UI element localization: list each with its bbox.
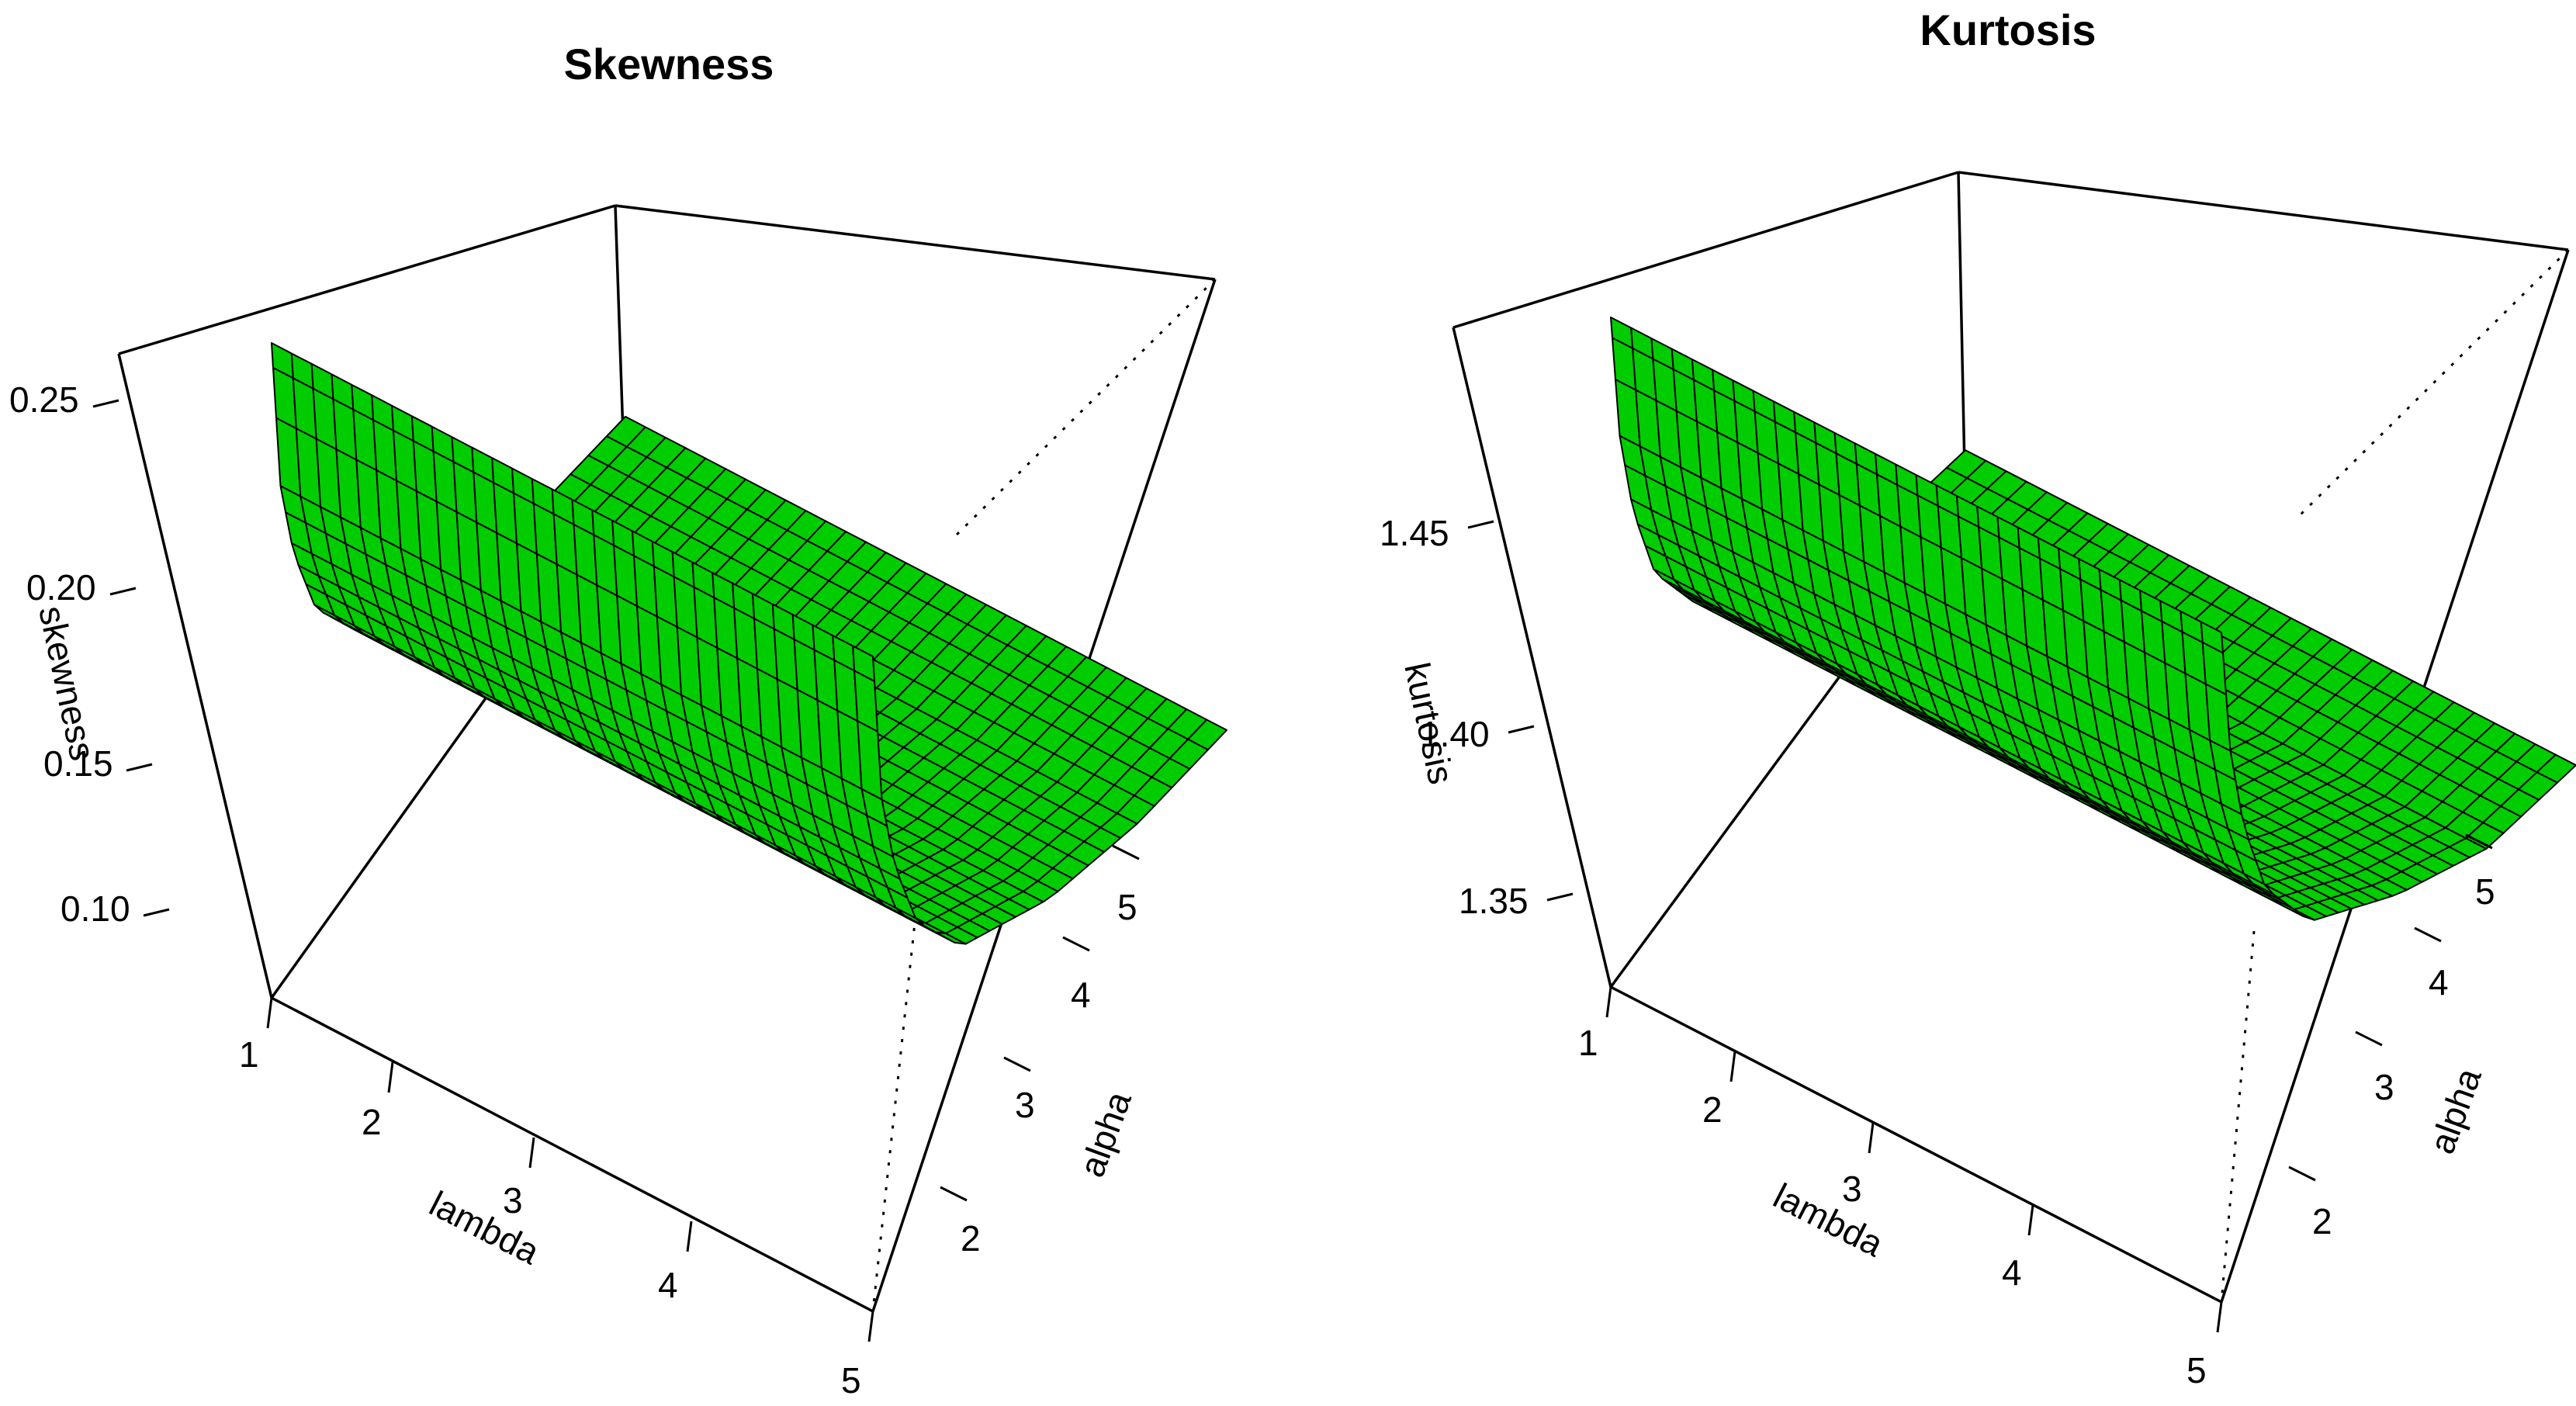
kurtosis-y-axis xyxy=(2288,833,2493,1182)
kurtosis-z-tick: 1.40 xyxy=(1420,714,1490,754)
kurtosis-surface xyxy=(1610,317,2576,921)
skewness-z-label: skewness xyxy=(31,602,103,764)
kurtosis-x-tick: 4 xyxy=(2002,1252,2022,1293)
skewness-hidden-edges xyxy=(871,278,1217,1312)
skewness-z-axis xyxy=(92,399,170,917)
kurtosis-x-label: lambda xyxy=(1767,1176,1889,1265)
kurtosis-y-tick: 5 xyxy=(2475,871,2495,912)
skewness-x-tick: 3 xyxy=(503,1180,523,1221)
kurtosis-panel: Kurtosis 1.45 1.40 1.35 kurtosis xyxy=(1380,5,2576,1390)
kurtosis-z-tick: 1.45 xyxy=(1380,513,1449,553)
surface-facet xyxy=(857,720,883,801)
skewness-x-tick: 1 xyxy=(239,1034,259,1075)
skewness-y-tick: 5 xyxy=(1117,887,1137,927)
skewness-surface xyxy=(271,342,1227,945)
kurtosis-y-tick: 3 xyxy=(2374,1067,2394,1107)
skewness-x-tick: 5 xyxy=(841,1360,861,1401)
skewness-y-tick: 3 xyxy=(1015,1085,1035,1125)
kurtosis-x-axis xyxy=(1605,986,2223,1333)
kurtosis-y-tick: 4 xyxy=(2429,962,2449,1003)
skewness-y-label: alpha xyxy=(1072,1086,1140,1182)
kurtosis-x-tick: 3 xyxy=(1842,1169,1862,1209)
kurtosis-z-tick: 1.35 xyxy=(1459,881,1529,921)
skewness-z-tick: 0.25 xyxy=(9,379,79,420)
surface-facet xyxy=(2200,621,2224,654)
kurtosis-x-tick: 5 xyxy=(2186,1350,2207,1390)
skewness-x-axis xyxy=(266,997,874,1342)
kurtosis-x-tick: 2 xyxy=(1702,1089,1723,1130)
kurtosis-title: Kurtosis xyxy=(1920,5,2096,54)
kurtosis-x-tick: 1 xyxy=(1578,1023,1598,1063)
kurtosis-z-axis xyxy=(1467,520,1574,902)
kurtosis-box xyxy=(1452,171,2570,1304)
surface-facet xyxy=(852,645,875,682)
kurtosis-hidden-edges xyxy=(2220,248,2570,1303)
skewness-z-tick: 0.15 xyxy=(43,743,113,784)
skewness-title: Skewness xyxy=(564,40,774,88)
kurtosis-y-tick: 2 xyxy=(2312,1201,2332,1242)
skewness-y-tick: 4 xyxy=(1071,975,1091,1015)
kurtosis-y-label: alpha xyxy=(2422,1062,2490,1158)
skewness-x-tick: 2 xyxy=(362,1102,382,1142)
skewness-z-tick: 0.20 xyxy=(26,567,96,608)
skewness-y-tick: 2 xyxy=(961,1218,981,1259)
skewness-x-label: lambda xyxy=(423,1183,545,1273)
skewness-panel: Skewness 0.25 0.20 0.15 0.10 skewnes xyxy=(9,40,1227,1401)
skewness-y-axis xyxy=(940,844,1140,1202)
skewness-x-tick: 4 xyxy=(658,1265,678,1305)
skewness-z-tick: 0.10 xyxy=(61,888,130,929)
